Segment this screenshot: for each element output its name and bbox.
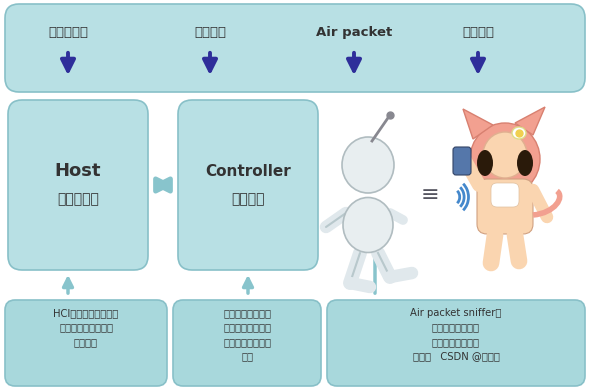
Text: Air packet: Air packet [316,26,392,39]
FancyBboxPatch shape [5,300,167,386]
Ellipse shape [343,198,393,252]
Text: 蓝牙芯片: 蓝牙芯片 [231,192,265,206]
Text: HCI工具：抓蓝牙协议
栈跟蓝牙芯片之间的
数据交互: HCI工具：抓蓝牙协议 栈跟蓝牙芯片之间的 数据交互 [53,308,119,347]
Ellipse shape [342,137,394,193]
Text: Air packet sniffer工
具：主要抓本地芯
片跟对端芯片的交
互封包   CSDN @金陵驿: Air packet sniffer工 具：主要抓本地芯 片跟对端芯片的交 互封… [410,308,502,361]
FancyBboxPatch shape [477,179,533,234]
Polygon shape [515,107,545,135]
Ellipse shape [477,150,493,176]
Ellipse shape [470,123,540,195]
Text: 对端设备: 对端设备 [462,26,494,39]
Text: 蓝牙协议栈: 蓝牙协议栈 [48,26,88,39]
Ellipse shape [512,127,526,139]
FancyBboxPatch shape [491,183,519,207]
FancyBboxPatch shape [327,300,585,386]
Text: 蓝牙芯片: 蓝牙芯片 [194,26,226,39]
FancyBboxPatch shape [5,4,585,92]
FancyBboxPatch shape [453,147,471,175]
Polygon shape [463,109,493,139]
Ellipse shape [483,132,527,178]
Text: ≡: ≡ [421,185,440,205]
Text: 芯片工具：抓蓝牙
芯片内部的流程，
一般需要芯片厂商
提供: 芯片工具：抓蓝牙 芯片内部的流程， 一般需要芯片厂商 提供 [223,308,271,361]
FancyBboxPatch shape [178,100,318,270]
Text: Controller: Controller [205,163,291,178]
Text: Host: Host [55,162,101,180]
Text: 蓝牙协议栈: 蓝牙协议栈 [57,192,99,206]
FancyBboxPatch shape [8,100,148,270]
Ellipse shape [517,150,533,176]
FancyBboxPatch shape [173,300,321,386]
